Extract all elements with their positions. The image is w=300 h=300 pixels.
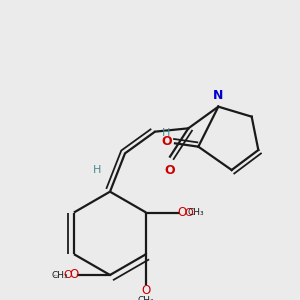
Text: O: O — [69, 268, 78, 281]
Text: CH₃: CH₃ — [52, 271, 68, 280]
Text: O: O — [178, 206, 187, 219]
Text: O: O — [165, 164, 175, 177]
Text: H: H — [93, 165, 102, 175]
Text: O: O — [161, 135, 172, 148]
Text: O: O — [184, 208, 193, 218]
Text: O: O — [142, 284, 151, 297]
Text: N: N — [213, 89, 224, 102]
Text: methoxy: methoxy — [54, 274, 60, 276]
Text: O: O — [63, 270, 72, 280]
Text: CH₃: CH₃ — [188, 208, 204, 217]
Text: H: H — [162, 128, 170, 138]
Text: CH₃: CH₃ — [138, 296, 154, 300]
